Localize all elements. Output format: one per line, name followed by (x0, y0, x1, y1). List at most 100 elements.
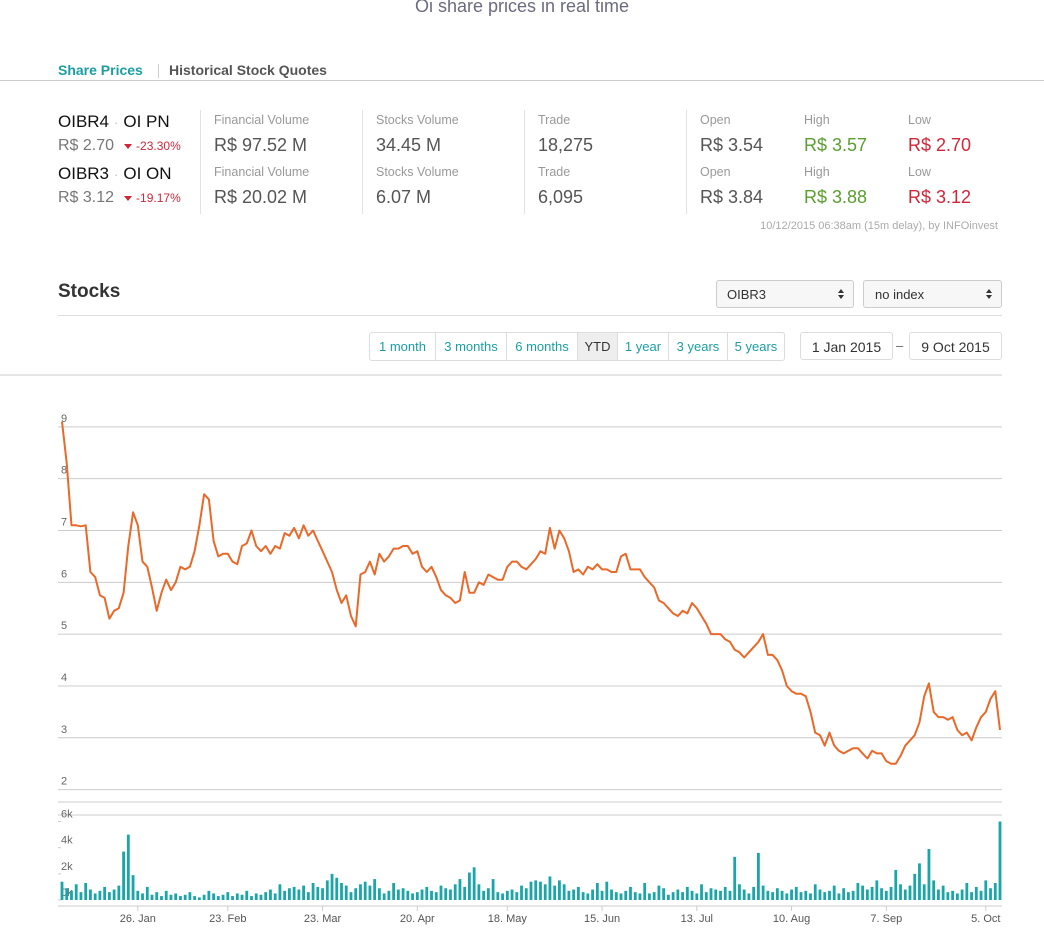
stat-label: Low (908, 113, 931, 127)
volume-bar (349, 892, 353, 900)
volume-bar (363, 881, 367, 900)
volume-bar (259, 894, 263, 900)
volume-bar (430, 890, 433, 900)
select[interactable]: no index (863, 280, 1002, 308)
volume-bar (756, 852, 760, 900)
volume-bar (150, 894, 154, 900)
stat-value: 6,095 (538, 187, 584, 207)
volume-bar (240, 894, 244, 900)
volume-bar (922, 884, 926, 900)
volume-bar (486, 888, 490, 900)
volume-bar (648, 893, 651, 900)
date-input[interactable]: 9 Oct 2015 (909, 332, 1002, 360)
volume-bar (984, 880, 988, 900)
volume-bar (624, 890, 628, 900)
volume-bar (136, 890, 140, 900)
stat-label: Open (700, 113, 731, 127)
volume-bar (155, 892, 159, 900)
volume-bar (396, 889, 400, 900)
volume-bar (226, 892, 230, 900)
volume-bar (126, 834, 130, 900)
volume-bar (979, 890, 983, 900)
volume-bar (231, 896, 234, 900)
volume-bar (927, 849, 931, 900)
column-divider (686, 110, 687, 214)
volume-bar (714, 889, 718, 900)
volume-bar (468, 872, 471, 900)
volume-bar (785, 893, 789, 900)
ticker: OIBR4 (58, 112, 110, 131)
volume-bar (316, 886, 320, 900)
volume-bar (273, 893, 277, 900)
volume-bar (894, 869, 898, 900)
volume-bar (553, 885, 557, 900)
ticker: OIBR3 (58, 164, 110, 183)
volume-bar (965, 883, 969, 900)
volume-bar (562, 884, 566, 900)
y-tick-label: 5 (61, 620, 67, 632)
range-button[interactable]: 1 year (617, 333, 668, 360)
y-tick-label: 2k (61, 861, 73, 873)
volume-bar (993, 883, 997, 900)
range-button[interactable]: 3 months (435, 333, 506, 360)
volume-bar (340, 883, 343, 900)
down-arrow (124, 195, 133, 201)
volume-bar (529, 881, 533, 900)
volume-bar (761, 885, 765, 900)
volume-bar (960, 889, 964, 900)
volume-bar (74, 884, 78, 900)
tab[interactable]: Share Prices (58, 62, 143, 78)
volume-bar (434, 892, 438, 900)
volume-bar (164, 890, 168, 900)
timestamp: 10/12/2015 06:38am (15m delay), by INFOi… (760, 220, 998, 232)
select[interactable]: OIBR3 (716, 280, 854, 308)
volume-bar (558, 880, 561, 900)
column-divider (362, 110, 363, 214)
range-button[interactable]: 1 month (379, 339, 426, 354)
x-tick-label: 15. Jun (584, 913, 620, 925)
volume-bar (676, 889, 680, 900)
volume-bar (619, 893, 623, 900)
volume-bar (287, 888, 291, 900)
volume-bar (411, 893, 414, 900)
range-button[interactable]: YTD (577, 333, 617, 360)
volume-bar (103, 886, 107, 900)
range-button[interactable]: 3 years (668, 333, 727, 360)
volume-bar (567, 890, 571, 900)
section-rule (58, 315, 1002, 316)
volume-bar (818, 889, 822, 900)
x-tick-label: 5. Oct (971, 913, 1000, 925)
volume-bar (856, 883, 860, 900)
tab-rule (0, 80, 1044, 81)
section-title: Stocks (58, 281, 121, 302)
column-divider (200, 110, 201, 214)
range-button[interactable]: 5 years (727, 333, 784, 360)
tab[interactable]: Historical Stock Quotes (169, 62, 327, 78)
volume-bar (325, 880, 329, 900)
volume-bar (605, 881, 609, 900)
volume-bar (766, 890, 770, 900)
x-tick-label: 23. Feb (209, 913, 246, 925)
volume-bar (297, 889, 301, 900)
volume-bar (89, 889, 92, 900)
x-tick-label: 20. Apr (400, 913, 435, 925)
volume-bar (543, 884, 547, 900)
separator: · (114, 167, 119, 182)
x-tick-label: 26. Jan (120, 913, 156, 925)
volume-bar (548, 876, 552, 900)
volume-bar (302, 885, 306, 900)
stat-value: R$ 3.84 (700, 187, 764, 207)
quote-price: R$ 2.70 -23.30% (58, 137, 181, 155)
stat-label: Trade (538, 165, 571, 179)
quote-price: R$ 3.12 -19.17% (58, 189, 181, 207)
volume-bar (813, 884, 817, 900)
volume-bar (510, 889, 514, 900)
volume-bar (378, 888, 381, 900)
date-input[interactable]: 1 Jan 2015 (800, 332, 893, 360)
x-tick-label: 7. Sep (870, 913, 902, 925)
volume-bar (937, 889, 940, 900)
volume-bar (941, 885, 945, 900)
range-button[interactable]: 6 months (506, 333, 577, 360)
volume-bar (321, 888, 324, 900)
volume-bar (207, 890, 211, 900)
